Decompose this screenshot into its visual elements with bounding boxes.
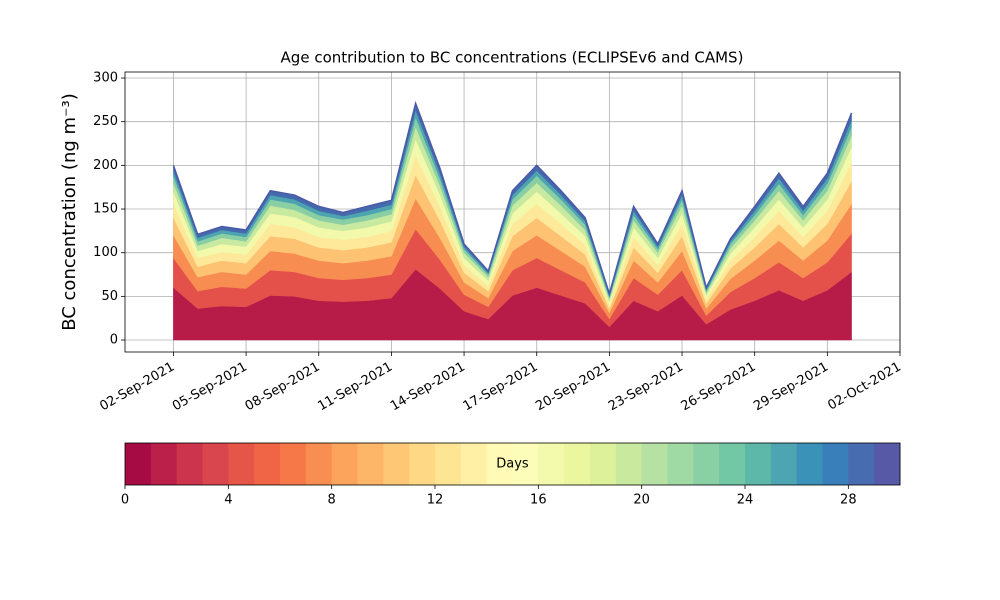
colorbar-bin bbox=[848, 443, 875, 485]
colorbar-tick-label: 28 bbox=[840, 493, 857, 508]
colorbar-bin bbox=[331, 443, 358, 485]
y-tick-label: 0 bbox=[110, 333, 118, 348]
colorbar-bin bbox=[512, 443, 539, 485]
colorbar-bin bbox=[538, 443, 565, 485]
x-tick-label: 20-Sep-2021 bbox=[533, 360, 613, 415]
colorbar-bin bbox=[615, 443, 643, 485]
x-tick-label: 05-Sep-2021 bbox=[170, 360, 250, 415]
x-tick-label: 11-Sep-2021 bbox=[315, 360, 395, 415]
x-tick-label: 02-Sep-2021 bbox=[97, 360, 177, 415]
colorbar-label: Days bbox=[496, 457, 529, 472]
colorbar-bin bbox=[357, 443, 384, 485]
colorbar-tick-label: 24 bbox=[737, 493, 754, 508]
y-tick-label: 150 bbox=[93, 202, 118, 217]
colorbar-bin bbox=[305, 443, 333, 485]
colorbar-bin bbox=[150, 443, 178, 485]
plot-frame bbox=[124, 71, 901, 353]
colorbar-bin bbox=[667, 443, 694, 485]
colorbar-bin bbox=[409, 443, 436, 485]
colorbar-tick-label: 4 bbox=[224, 493, 232, 508]
colorbar-tick-label: 8 bbox=[328, 493, 336, 508]
colorbar-bin bbox=[693, 443, 720, 485]
colorbar-bin bbox=[745, 443, 772, 485]
y-tick-label: 250 bbox=[93, 114, 118, 129]
colorbar-bin bbox=[822, 443, 849, 485]
x-tick-label: 23-Sep-2021 bbox=[606, 360, 686, 415]
colorbar-bin bbox=[460, 443, 488, 485]
y-tick-label: 50 bbox=[101, 289, 118, 304]
colorbar-bin bbox=[796, 443, 823, 485]
colorbar-bin bbox=[176, 443, 203, 485]
colorbar-bin bbox=[719, 443, 746, 485]
colorbar-bin bbox=[641, 443, 668, 485]
colorbar-bin bbox=[254, 443, 281, 485]
colorbar-bin bbox=[383, 443, 410, 485]
x-tick-label: 17-Sep-2021 bbox=[461, 360, 541, 415]
colorbar-tick-label: 0 bbox=[121, 493, 129, 508]
y-tick-label: 200 bbox=[93, 158, 118, 173]
y-tick-label: 300 bbox=[93, 71, 118, 86]
colorbar-tick-label: 20 bbox=[633, 493, 650, 508]
colorbar-frame bbox=[124, 442, 901, 486]
colorbar-bin bbox=[228, 443, 255, 485]
colorbar-bin bbox=[280, 443, 307, 485]
x-tick-label: 26-Sep-2021 bbox=[679, 360, 759, 415]
x-tick-label: 02-Oct-2021 bbox=[825, 360, 903, 414]
colorbar-bin bbox=[770, 443, 798, 485]
colorbar-tick-label: 12 bbox=[427, 493, 444, 508]
y-tick-label: 100 bbox=[93, 245, 118, 260]
colorbar-bin bbox=[125, 443, 152, 485]
x-tick-label: 29-Sep-2021 bbox=[751, 360, 831, 415]
colorbar-bin bbox=[590, 443, 617, 485]
x-tick-label: 08-Sep-2021 bbox=[243, 360, 323, 415]
y-axis-label: BC concentration (ng m⁻³) bbox=[59, 93, 80, 331]
x-tick-label: 14-Sep-2021 bbox=[388, 360, 468, 415]
chart-title: Age contribution to BC concentrations (E… bbox=[281, 49, 744, 67]
colorbar-bin bbox=[435, 443, 462, 485]
colorbar-bin bbox=[874, 443, 901, 485]
colorbar-bin bbox=[486, 443, 513, 485]
top-edge bbox=[172, 100, 853, 297]
colorbar-tick-label: 16 bbox=[530, 493, 547, 508]
colorbar-bin bbox=[564, 443, 591, 485]
areas bbox=[172, 100, 853, 341]
colorbar-bin bbox=[202, 443, 229, 485]
